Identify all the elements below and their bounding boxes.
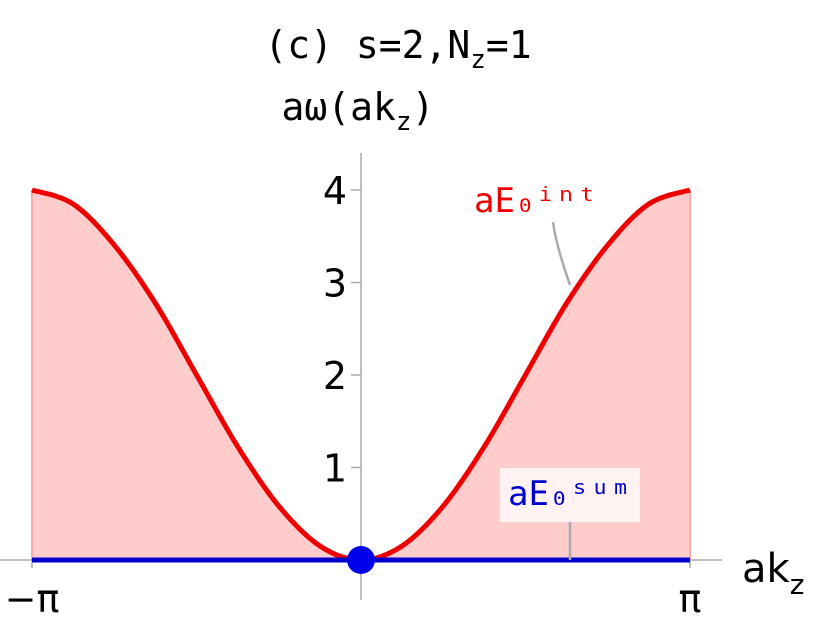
label-part: ak bbox=[742, 546, 791, 592]
label-sub: z bbox=[396, 107, 412, 137]
leader bbox=[551, 221, 572, 286]
title-part: =1 bbox=[486, 23, 532, 67]
series-label: aE₀ˢᵘᵐ bbox=[508, 474, 631, 514]
label-part: aω(ak bbox=[282, 85, 397, 129]
title-sub: z bbox=[470, 45, 486, 75]
x-tick-label: −π bbox=[5, 577, 60, 620]
x-tick-label: π bbox=[679, 577, 702, 620]
area bbox=[32, 190, 690, 560]
series-label: aE₀ⁱⁿᵗ bbox=[474, 181, 597, 221]
title-part: (c) s=2,N bbox=[264, 23, 470, 67]
label-box bbox=[500, 468, 640, 522]
label-part: ) bbox=[412, 85, 435, 129]
point bbox=[347, 546, 375, 574]
y-tick-label: 2 bbox=[323, 354, 347, 398]
label-sub: z bbox=[790, 568, 805, 601]
chart-title: (c) s=2,Nz=1 bbox=[264, 23, 531, 75]
y-tick-label: 3 bbox=[323, 262, 347, 306]
y-tick-label: 4 bbox=[323, 169, 347, 213]
y-axis-label: aω(akz) bbox=[282, 85, 435, 137]
y-tick-label: 1 bbox=[323, 447, 347, 491]
x-axis-label: akz bbox=[742, 546, 804, 601]
